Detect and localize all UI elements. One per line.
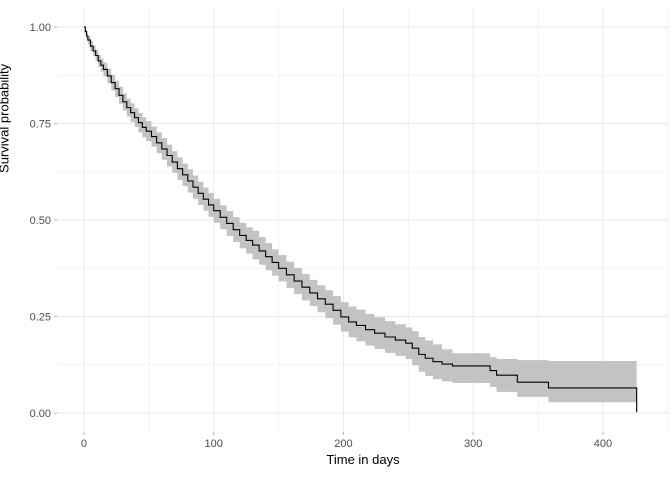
x-tick-label: 0 [81,438,87,450]
y-axis-title: Survival probability [0,63,12,173]
axis-ticks [54,26,604,435]
confidence-band [83,26,637,403]
x-axis-title: Time in days [326,452,400,467]
y-tick-label: 0.50 [30,215,51,227]
y-tick-label: 0.25 [30,312,51,324]
axis-tick-labels: 0 100 200 300 400 0.00 0.25 0.50 0.75 1.00 [30,22,613,450]
y-tick-label: 0.75 [30,118,51,130]
x-tick-label: 300 [464,438,482,450]
survival-curve [83,26,638,413]
x-tick-label: 200 [334,438,352,450]
y-tick-label: 0.00 [30,408,51,420]
x-tick-label: 400 [594,438,612,450]
y-tick-label: 1.00 [30,22,51,34]
x-tick-label: 100 [205,438,223,450]
